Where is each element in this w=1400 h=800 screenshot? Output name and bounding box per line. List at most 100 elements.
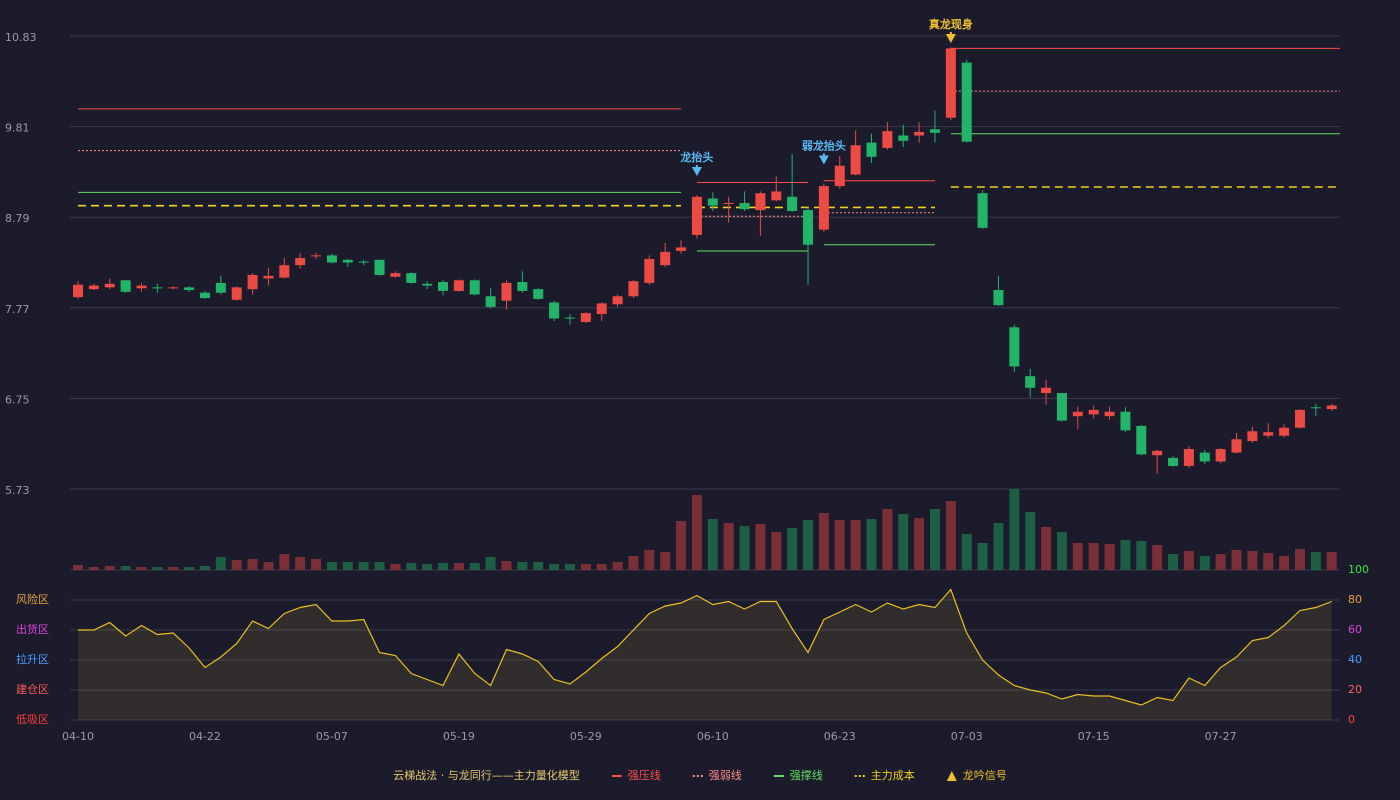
candle-body <box>469 280 480 295</box>
volume-bar <box>295 557 306 570</box>
volume-bar <box>1072 543 1083 570</box>
volume-bar <box>104 566 115 570</box>
volume-bar <box>691 495 702 570</box>
volume-bar <box>1041 527 1052 570</box>
volume-bar <box>612 562 623 570</box>
candle-body <box>866 142 877 157</box>
volume-bar <box>771 532 782 570</box>
candle-body <box>517 282 528 291</box>
volume-bar <box>168 567 179 570</box>
indicator-line <box>78 588 1332 706</box>
candle-body <box>676 247 687 251</box>
y-tick-label: 9.81 <box>5 122 30 135</box>
volume-bar <box>1088 543 1099 570</box>
x-tick-label: 05-19 <box>443 730 475 743</box>
candle-body <box>231 287 242 300</box>
volume-bar <box>231 560 242 570</box>
candle-body <box>136 285 147 289</box>
volume-bar <box>390 564 401 570</box>
volume-bar <box>945 501 956 570</box>
volume-bar <box>136 567 147 570</box>
candle-body <box>390 273 401 277</box>
candle-body <box>1310 407 1321 409</box>
y2-tick-label: 60 <box>1348 623 1362 636</box>
zone-label: 低吸区 <box>16 713 49 726</box>
candle-body <box>1056 393 1067 421</box>
volume-bar <box>326 562 337 570</box>
candle-body <box>850 145 861 175</box>
signal-arrow <box>818 155 829 165</box>
candle-body <box>612 296 623 305</box>
candle-body <box>1168 457 1179 466</box>
volume-bar <box>961 534 972 570</box>
y-tick-label: 6.75 <box>5 393 30 406</box>
candle-body <box>1183 449 1194 466</box>
candle-body <box>199 292 210 299</box>
volume-bar <box>279 554 290 570</box>
candle-body <box>1136 425 1147 455</box>
candle-body <box>818 186 829 230</box>
x-tick-label: 06-10 <box>697 730 729 743</box>
volume-bar <box>914 518 925 570</box>
candle-body <box>723 202 734 204</box>
candle-body <box>1041 387 1052 394</box>
candle-body <box>771 191 782 201</box>
candle-body <box>358 261 369 263</box>
candle-body <box>1247 431 1258 442</box>
y2-tick-label: 0 <box>1348 713 1355 726</box>
signal-label: 弱龙抬头 <box>802 138 846 152</box>
volume-bar <box>73 565 83 570</box>
candle-body <box>628 281 639 297</box>
zone-label: 出货区 <box>16 622 49 636</box>
candle-body <box>596 303 607 315</box>
candle-body <box>406 273 417 283</box>
volume-bar <box>977 543 988 570</box>
volume-bar <box>1168 554 1179 570</box>
x-tick-label: 04-22 <box>189 730 221 743</box>
candle-body <box>1199 452 1210 462</box>
candle-body <box>88 285 99 290</box>
volume-bar <box>787 528 798 570</box>
volume-bar <box>564 564 575 570</box>
volume-bar <box>342 562 353 570</box>
candle-body <box>215 282 226 293</box>
volume-bar <box>215 557 226 570</box>
volume-bar <box>374 562 385 570</box>
candle-body <box>1263 432 1274 436</box>
volume-bar <box>1199 556 1210 570</box>
volume-bar <box>929 509 940 570</box>
y2-tick-label: 20 <box>1348 683 1362 696</box>
x-tick-label: 05-07 <box>316 730 348 743</box>
volume-bar <box>1104 544 1115 570</box>
volume-bar <box>406 563 417 570</box>
legend-label: 龙吟信号 <box>963 768 1007 782</box>
volume-bar <box>882 509 893 570</box>
x-tick-label: 04-10 <box>62 730 94 743</box>
volume-bar <box>1152 545 1163 570</box>
candle-body <box>453 280 464 291</box>
volume-bar <box>549 564 560 570</box>
candle-body <box>1009 327 1020 367</box>
volume-bar <box>438 563 449 570</box>
volume-bar <box>199 566 210 570</box>
candle-body <box>564 317 575 319</box>
y2-tick-label: 100 <box>1348 563 1369 576</box>
legend-marker <box>946 771 957 781</box>
candle-body <box>263 275 274 279</box>
candle-body <box>152 287 163 289</box>
candle-body <box>1088 409 1099 415</box>
candle-body <box>326 255 337 263</box>
volume-bar <box>1056 532 1067 570</box>
candle-body <box>1326 405 1337 410</box>
volume-bar <box>422 564 433 570</box>
candle-body <box>168 287 179 289</box>
x-tick-label: 05-29 <box>570 730 602 743</box>
candle-body <box>279 265 290 278</box>
volume-bar <box>1263 553 1274 570</box>
y-tick-label: 5.73 <box>5 484 30 497</box>
volume-bar <box>1294 549 1305 570</box>
candle-body <box>485 296 496 307</box>
volume-bar <box>707 519 718 570</box>
